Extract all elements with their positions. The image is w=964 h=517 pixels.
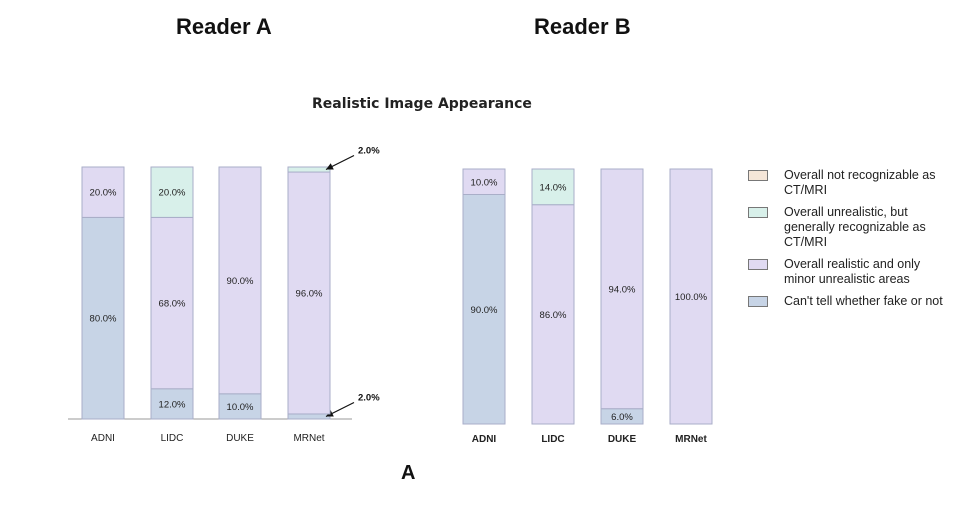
data-label: 20.0% xyxy=(90,188,117,199)
bar-segment xyxy=(531,204,575,425)
data-label: 20.0% xyxy=(159,188,186,199)
bar-segment xyxy=(150,216,194,390)
data-label: 12.0% xyxy=(159,399,186,410)
bar-segment xyxy=(150,166,194,218)
x-tick-label: DUKE xyxy=(608,434,637,445)
legend-label-realistic: Overall realistic and only minor unreali… xyxy=(784,257,921,286)
reader-a-title: Reader A xyxy=(176,14,272,39)
legend-label-unrealistic: Overall unrealistic, but generally recog… xyxy=(784,205,926,249)
bar-segment xyxy=(287,166,331,173)
bar-segment xyxy=(81,166,125,218)
legend-item-realistic: Overall realistic and only minor unreali… xyxy=(748,257,953,287)
x-tick-label: ADNI xyxy=(472,434,497,445)
data-label: 10.0% xyxy=(227,402,254,413)
bar-segment xyxy=(462,168,506,195)
x-tick-label: DUKE xyxy=(226,433,254,444)
data-label: 86.0% xyxy=(540,310,567,321)
legend-swatch-unrealistic xyxy=(748,207,768,218)
bar-segment xyxy=(600,168,644,410)
bar-segment xyxy=(150,388,194,420)
x-tick-label: LIDC xyxy=(161,433,184,444)
bar-segment xyxy=(218,166,262,395)
legend-item-cant-tell: Can't tell whether fake or not xyxy=(748,294,953,309)
bar-segment xyxy=(287,171,331,415)
data-label: 90.0% xyxy=(227,276,254,287)
x-tick-label: ADNI xyxy=(91,433,115,444)
bar-segment xyxy=(287,413,331,420)
data-label: 94.0% xyxy=(609,284,636,295)
x-tick-label: LIDC xyxy=(541,434,564,445)
chart-subtitle: Realistic Image Appearance xyxy=(312,96,532,112)
legend-swatch-realistic xyxy=(748,259,768,270)
panel-letter: A xyxy=(401,462,416,484)
reader-b-title: Reader B xyxy=(534,14,631,39)
bar-segment xyxy=(462,194,506,425)
callout-label: 2.0% xyxy=(358,146,380,157)
callout-arrowhead xyxy=(326,163,334,170)
x-tick-label: MRNet xyxy=(675,434,707,445)
data-label: 68.0% xyxy=(159,299,186,310)
bar-segment xyxy=(531,168,575,206)
data-label: 100.0% xyxy=(675,292,708,303)
legend: Overall not recognizable as CT/MRI Overa… xyxy=(748,168,953,316)
legend-label-not-recognizable: Overall not recognizable as CT/MRI xyxy=(784,168,936,197)
data-label: 80.0% xyxy=(90,314,117,325)
data-label: 96.0% xyxy=(296,289,323,300)
legend-label-cant-tell: Can't tell whether fake or not xyxy=(784,294,943,308)
x-tick-label: MRNet xyxy=(293,433,324,444)
legend-item-unrealistic: Overall unrealistic, but generally recog… xyxy=(748,205,953,250)
data-label: 10.0% xyxy=(471,177,498,188)
bar-segment xyxy=(669,168,713,425)
data-label: 14.0% xyxy=(540,182,567,193)
data-label: 90.0% xyxy=(471,305,498,316)
callout-label: 2.0% xyxy=(358,392,380,403)
legend-swatch-not-recognizable xyxy=(748,170,768,181)
data-label: 6.0% xyxy=(611,412,633,423)
legend-swatch-cant-tell xyxy=(748,296,768,307)
legend-item-not-recognizable: Overall not recognizable as CT/MRI xyxy=(748,168,953,198)
